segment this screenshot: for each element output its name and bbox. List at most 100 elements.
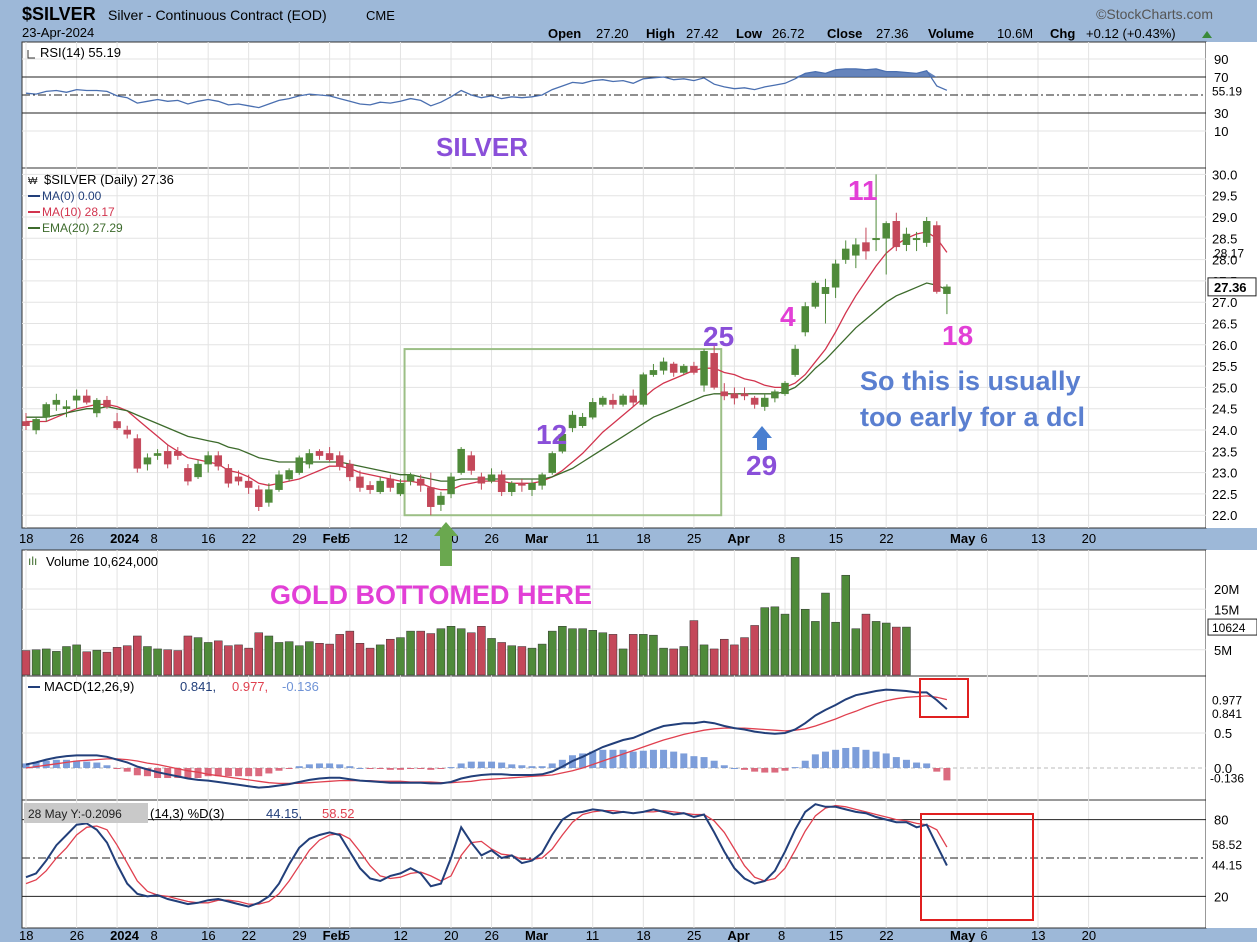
macd-hist-bar bbox=[184, 768, 192, 779]
macd-hist-bar bbox=[771, 768, 779, 773]
price-legend-ma0: MA(0) 0.00 bbox=[42, 189, 102, 203]
axis-labels: 30.029.529.028.528.027.527.026.526.025.5… bbox=[19, 52, 1257, 942]
macd-hist-bar bbox=[882, 753, 890, 768]
price-legend-ema20: EMA(20) 27.29 bbox=[42, 221, 123, 235]
candle-body bbox=[882, 223, 890, 239]
volume-bar bbox=[133, 635, 142, 676]
candle-body bbox=[781, 382, 789, 395]
x-tick-label: 11 bbox=[586, 928, 600, 942]
candle-body bbox=[619, 395, 627, 405]
price-tick-label: 22.0 bbox=[1212, 508, 1237, 523]
x-tick-label: 15 bbox=[829, 928, 843, 942]
volume-bar bbox=[902, 626, 911, 676]
volume-bar bbox=[365, 647, 375, 676]
price-tick-label: 28.0 bbox=[1212, 253, 1237, 268]
candle-body bbox=[234, 476, 243, 482]
macd-series bbox=[22, 688, 951, 789]
candle-body bbox=[93, 399, 101, 414]
candle-body bbox=[295, 457, 303, 473]
chg-label: Chg bbox=[1050, 26, 1075, 41]
close-last-box bbox=[1207, 277, 1257, 297]
candle-body bbox=[174, 451, 182, 456]
volume-legend-icon: ılı bbox=[28, 554, 37, 568]
volume-bar bbox=[578, 628, 587, 676]
candle-body bbox=[366, 485, 374, 490]
macd-hist-bar bbox=[862, 749, 870, 768]
volume-bar bbox=[234, 644, 243, 676]
candle-body bbox=[386, 478, 395, 488]
macd-hist-bar bbox=[579, 753, 587, 768]
volume-bar bbox=[628, 634, 638, 676]
volume-bar bbox=[598, 632, 608, 676]
sto-highlight-box bbox=[920, 813, 1034, 921]
rsi-last-label: 55.19 bbox=[1212, 84, 1242, 98]
volume-bar bbox=[507, 645, 517, 676]
price-series bbox=[22, 174, 951, 517]
volume-bar bbox=[760, 607, 770, 676]
x-tick-label: 8 bbox=[151, 928, 158, 942]
x-tick-label: 5 bbox=[343, 531, 350, 546]
rsi-tick-label: 90 bbox=[1214, 52, 1228, 67]
volume-bar bbox=[31, 649, 41, 676]
ohlc-summary: Open 27.20 High 27.42 Low 26.72 Close 27… bbox=[548, 26, 1212, 41]
price-tick-label: 28.5 bbox=[1212, 231, 1237, 246]
candle-body bbox=[609, 399, 617, 405]
candle-body bbox=[416, 478, 425, 486]
macd-hist-bar bbox=[32, 762, 40, 768]
candle-body bbox=[244, 480, 253, 488]
volume-bar bbox=[730, 644, 739, 676]
volume-bar bbox=[416, 630, 425, 676]
candle-body bbox=[204, 455, 212, 465]
candle-body bbox=[659, 361, 668, 371]
header-exchange: CME bbox=[366, 8, 395, 23]
volume-bar bbox=[214, 640, 223, 676]
x-tick-label: 16 bbox=[201, 928, 215, 942]
candle-body bbox=[285, 470, 293, 480]
annotation-gold-bottomed: GOLD BOTTOMED HERE bbox=[270, 580, 592, 610]
volume-bar bbox=[487, 638, 496, 676]
candle-body bbox=[265, 489, 273, 503]
volume-label: Volume bbox=[928, 26, 974, 41]
volume-bar bbox=[294, 645, 304, 676]
macd-hist-bar bbox=[204, 768, 212, 777]
candle-body bbox=[528, 483, 536, 490]
candle-body bbox=[376, 480, 384, 493]
volume-tick-label: 20M bbox=[1214, 582, 1239, 597]
price-legend-icon: ₩ bbox=[28, 176, 38, 187]
candle-body bbox=[163, 451, 172, 465]
volume-last-box bbox=[1207, 618, 1257, 636]
volume-bar bbox=[456, 628, 466, 676]
volume-bar bbox=[659, 647, 668, 676]
candle-body bbox=[396, 483, 405, 495]
volume-bar bbox=[153, 648, 162, 676]
macd-hist-bar bbox=[174, 768, 182, 779]
volume-bar bbox=[163, 649, 172, 676]
x-tick-label: 15 bbox=[829, 531, 843, 546]
macd-hist-bar bbox=[619, 749, 627, 768]
volume-bar bbox=[122, 645, 132, 676]
candle-body bbox=[184, 468, 192, 482]
candle-body bbox=[761, 397, 769, 407]
x-tick-label: 22 bbox=[242, 928, 256, 942]
candle-body bbox=[558, 434, 567, 452]
candle-body bbox=[508, 483, 516, 493]
x-tick-label: 6 bbox=[980, 531, 987, 546]
macd-hist-bar bbox=[326, 763, 334, 768]
volume-bar bbox=[669, 648, 678, 676]
x-tick-label: May bbox=[950, 531, 976, 546]
macd-hist-bar bbox=[477, 761, 485, 768]
candle-body bbox=[943, 286, 951, 294]
x-tick-label: 22 bbox=[242, 531, 256, 546]
candle-body bbox=[487, 474, 496, 482]
candle-body bbox=[113, 421, 121, 429]
annotation-4: 4 bbox=[780, 301, 796, 332]
volume-bar bbox=[446, 626, 456, 676]
volume-bar bbox=[244, 647, 253, 676]
candle-body bbox=[133, 438, 142, 469]
price-tick-label: 27.0 bbox=[1212, 295, 1237, 310]
volume-bar bbox=[892, 626, 901, 676]
price-panel bbox=[21, 167, 1207, 529]
x-tick-label: Apr bbox=[727, 531, 749, 546]
macd-hist-bar bbox=[842, 747, 850, 768]
candle-body bbox=[518, 483, 526, 486]
